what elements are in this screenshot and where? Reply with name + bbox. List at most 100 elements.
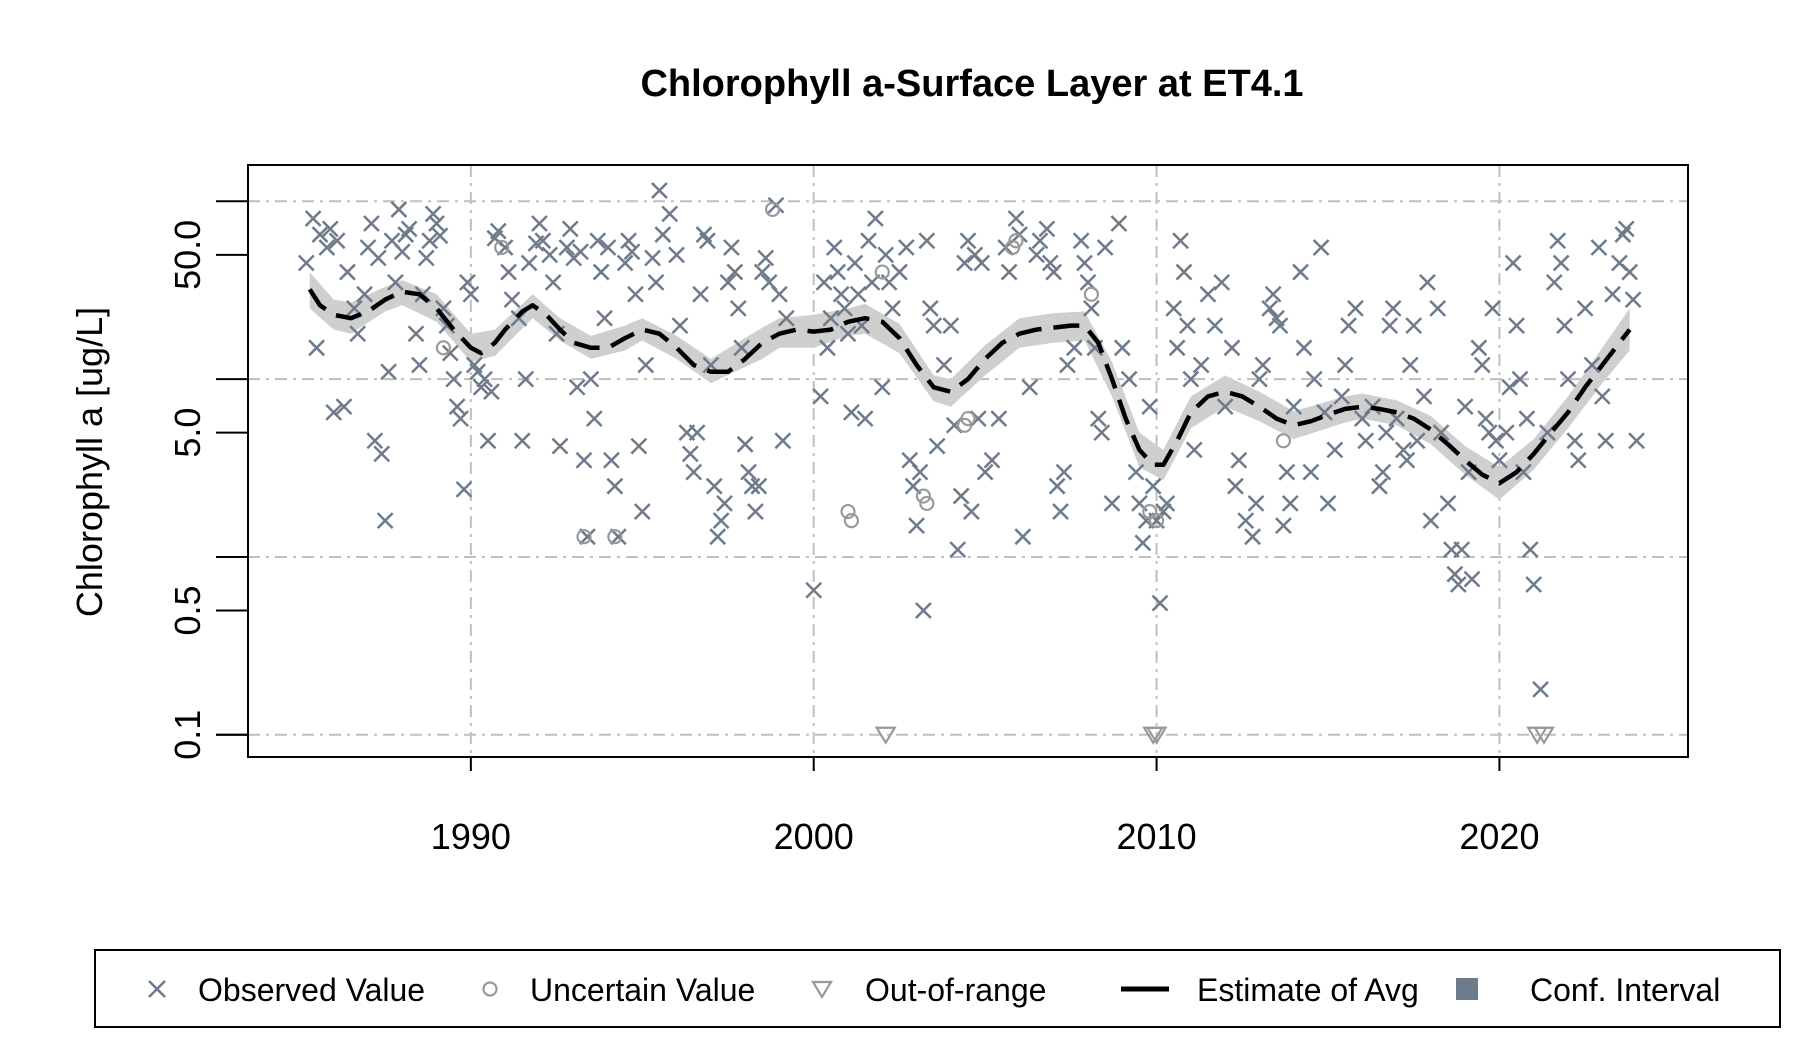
cross-stroke [733, 339, 751, 357]
cross-stroke [376, 512, 394, 530]
cross-stroke [627, 285, 644, 303]
observed-point [699, 232, 716, 250]
uncertain-point [576, 529, 592, 545]
observed-point [1473, 356, 1491, 374]
observed-point [1621, 263, 1639, 281]
out-of-range-point [874, 726, 897, 745]
cross-stroke [1144, 477, 1162, 495]
observed-point [1014, 528, 1032, 546]
observed-point [304, 210, 322, 227]
cross-stroke [1439, 495, 1457, 512]
observed-point [417, 249, 435, 267]
cross-stroke [1508, 317, 1525, 334]
cross-stroke [1213, 273, 1231, 291]
observed-point [1597, 432, 1615, 450]
observed-point [719, 273, 737, 291]
observed-point [387, 273, 404, 291]
cross-stroke [891, 263, 908, 281]
cross-stroke [311, 226, 329, 243]
cross-stroke [321, 220, 339, 238]
observed-point [1593, 387, 1611, 405]
observed-point [956, 254, 973, 272]
observed-point [407, 325, 425, 343]
cross-stroke [959, 232, 977, 250]
legend-label: Uncertain Value [530, 972, 755, 1008]
observed-point [990, 410, 1008, 427]
observed-point [1175, 263, 1193, 281]
cross-stroke [1511, 370, 1529, 388]
observed-point [1021, 378, 1039, 396]
cross-stroke [849, 285, 867, 303]
cross-stroke [1521, 541, 1539, 558]
observed-point [1158, 495, 1176, 512]
cross-stroke [1165, 299, 1183, 317]
cross-stroke [904, 477, 922, 495]
cross-stroke [606, 477, 624, 495]
cross-stroke [1525, 576, 1543, 593]
cross-stroke [1179, 317, 1196, 334]
cross-stroke [1278, 463, 1296, 481]
cross-stroke [585, 410, 603, 427]
observed-point [644, 249, 661, 267]
observed-point [1127, 463, 1145, 481]
observed-point [1264, 285, 1282, 303]
plot-frame [247, 164, 1689, 758]
observed-point [1038, 220, 1056, 238]
cross-stroke [1230, 451, 1248, 469]
cross-stroke [1007, 210, 1025, 227]
cross-stroke [596, 309, 613, 327]
cross-stroke [1597, 432, 1615, 450]
cross-stroke [1059, 356, 1076, 374]
observed-point [1463, 570, 1481, 588]
observed-point [1076, 254, 1093, 272]
observed-point [843, 404, 860, 421]
observed-point [1216, 398, 1234, 416]
observed-point [1422, 512, 1440, 530]
cross-stroke [1031, 232, 1049, 250]
cross-stroke [1491, 451, 1508, 469]
legend-marker-out-of-range [811, 980, 833, 1000]
observed-point [1045, 263, 1063, 281]
observed-point [1144, 477, 1162, 495]
observed-point [1590, 239, 1608, 256]
observed-point [963, 503, 980, 520]
observed-point [1566, 432, 1584, 450]
cross-stroke [476, 370, 493, 388]
observed-point [1504, 254, 1522, 272]
observed-point [777, 309, 795, 327]
observed-point [1113, 339, 1131, 357]
observed-point [815, 273, 833, 291]
observed-point [1470, 339, 1488, 357]
cross-stroke [304, 210, 322, 227]
data-points [297, 182, 1645, 745]
observed-point [561, 220, 579, 238]
cross-stroke [366, 432, 384, 450]
cross-stroke [976, 463, 994, 481]
cross-stroke [575, 451, 593, 469]
observed-point [1374, 463, 1392, 481]
observed-point [1007, 210, 1025, 227]
observed-point [1281, 495, 1299, 512]
observed-point [822, 309, 840, 327]
observed-point [1549, 232, 1567, 250]
cross-stroke [692, 285, 709, 303]
uncertain-point [960, 410, 976, 427]
cross-stroke [1463, 570, 1481, 588]
cross-stroke [1398, 451, 1416, 469]
cross-stroke [757, 249, 775, 267]
observed-point [918, 232, 936, 250]
cross-stroke [148, 980, 166, 998]
cross-stroke [325, 404, 343, 421]
observed-point [736, 435, 754, 453]
observed-point [908, 517, 925, 535]
legend-marker-conf-interval [1456, 978, 1478, 1000]
observed-point [1230, 451, 1248, 469]
observed-point [373, 445, 391, 463]
observed-point [1340, 317, 1357, 334]
observed-point [356, 285, 373, 303]
observed-point [1501, 378, 1519, 396]
cross-stroke [1559, 370, 1577, 388]
observed-point [599, 239, 617, 256]
cross-stroke [407, 325, 425, 343]
estimate-of-avg-line [307, 288, 1632, 486]
